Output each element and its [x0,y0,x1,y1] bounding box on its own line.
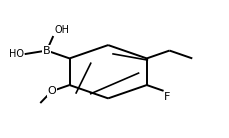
Text: OH: OH [54,25,69,35]
Text: F: F [164,92,170,102]
Text: O: O [47,86,56,96]
Text: B: B [43,46,50,56]
Text: HO: HO [8,49,23,59]
